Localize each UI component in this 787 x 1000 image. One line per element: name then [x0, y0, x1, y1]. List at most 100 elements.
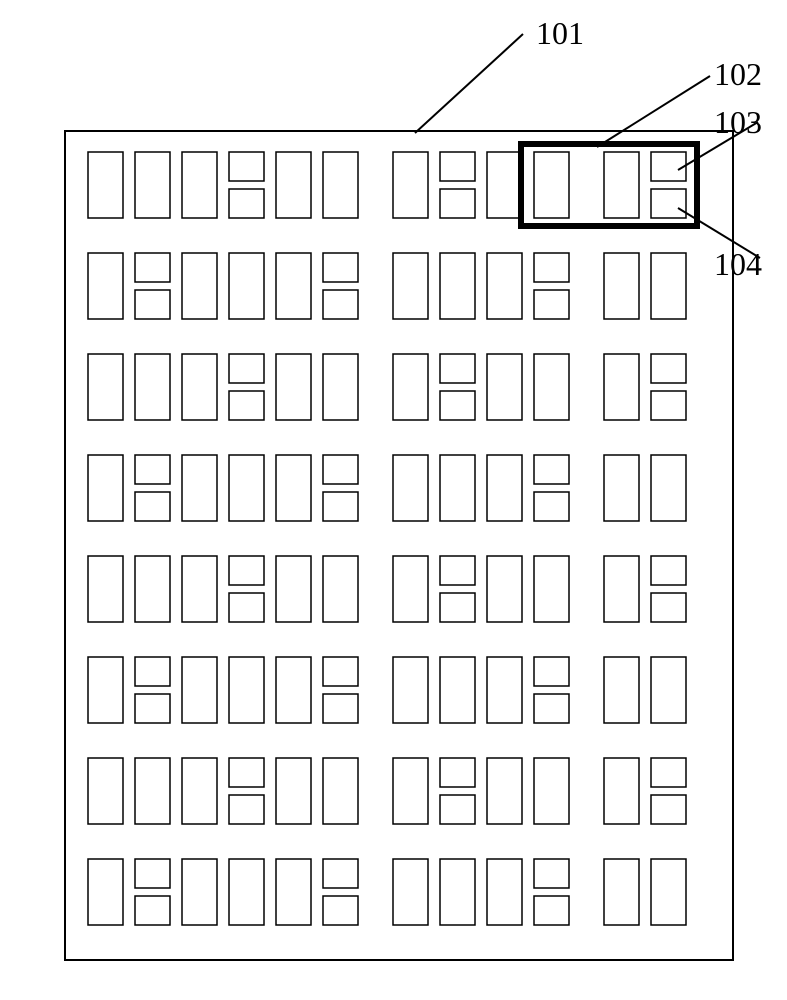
- cell-tall: [487, 354, 522, 420]
- cell-split-top: [229, 152, 264, 181]
- cell-tall: [651, 455, 686, 521]
- cell-split-bottom: [323, 492, 358, 521]
- cell-tall: [276, 455, 311, 521]
- cell-tall: [88, 152, 123, 218]
- cell-split-top: [534, 455, 569, 484]
- cell-split-top: [229, 556, 264, 585]
- cell-split-bottom: [534, 896, 569, 925]
- cell-split-bottom: [135, 290, 170, 319]
- cell-tall: [440, 657, 475, 723]
- cell-split-top: [323, 253, 358, 282]
- cell-tall: [276, 152, 311, 218]
- cell-tall: [534, 354, 569, 420]
- cell-split-top: [440, 556, 475, 585]
- cell-tall: [88, 657, 123, 723]
- cell-tall: [229, 657, 264, 723]
- technical-diagram: 101 102 103 104: [0, 0, 787, 1000]
- cell-tall: [604, 859, 639, 925]
- cell-split-bottom: [135, 694, 170, 723]
- cell-split-top: [440, 758, 475, 787]
- cell-tall: [604, 455, 639, 521]
- cell-split-top: [135, 859, 170, 888]
- cell-tall: [440, 455, 475, 521]
- cell-tall: [393, 758, 428, 824]
- cell-split-bottom: [323, 290, 358, 319]
- cell-split-top: [651, 556, 686, 585]
- cell-tall: [182, 152, 217, 218]
- cell-split-bottom: [135, 492, 170, 521]
- cell-tall: [88, 253, 123, 319]
- cell-tall: [393, 455, 428, 521]
- cell-tall: [393, 657, 428, 723]
- cell-tall: [487, 253, 522, 319]
- cell-tall: [651, 657, 686, 723]
- cell-tall: [276, 253, 311, 319]
- cell-split-top: [229, 354, 264, 383]
- cell-tall: [487, 859, 522, 925]
- cell-split-top: [135, 657, 170, 686]
- cell-split-bottom: [651, 795, 686, 824]
- cell-split-bottom: [229, 795, 264, 824]
- label-104: 104: [714, 246, 762, 282]
- cell-tall: [182, 758, 217, 824]
- cell-split-top: [135, 455, 170, 484]
- cell-tall: [651, 253, 686, 319]
- cell-tall: [88, 758, 123, 824]
- cell-split-bottom: [440, 795, 475, 824]
- cell-split-bottom: [651, 391, 686, 420]
- cell-split-top: [534, 859, 569, 888]
- cell-tall: [135, 556, 170, 622]
- cell-tall: [276, 657, 311, 723]
- cell-tall: [135, 758, 170, 824]
- cell-split-bottom: [229, 391, 264, 420]
- cell-split-bottom: [534, 694, 569, 723]
- cell-split-top: [651, 758, 686, 787]
- cell-split-top: [440, 152, 475, 181]
- cell-split-top: [229, 758, 264, 787]
- cell-tall: [604, 657, 639, 723]
- cell-split-top: [651, 152, 686, 181]
- cell-tall: [323, 152, 358, 218]
- cell-tall: [534, 152, 569, 218]
- cell-tall: [604, 556, 639, 622]
- cell-tall: [604, 354, 639, 420]
- cell-tall: [323, 354, 358, 420]
- cell-tall: [88, 556, 123, 622]
- leader-102: [597, 76, 710, 147]
- cell-tall: [135, 354, 170, 420]
- cell-split-top: [323, 859, 358, 888]
- cell-split-top: [440, 354, 475, 383]
- label-102: 102: [714, 56, 762, 92]
- cell-tall: [276, 354, 311, 420]
- cell-tall: [604, 152, 639, 218]
- cell-tall: [182, 354, 217, 420]
- cell-split-top: [534, 657, 569, 686]
- leader-101: [415, 34, 523, 133]
- cell-split-bottom: [323, 694, 358, 723]
- cell-tall: [276, 758, 311, 824]
- cell-tall: [534, 556, 569, 622]
- label-103: 103: [714, 104, 762, 140]
- cell-split-bottom: [651, 593, 686, 622]
- cell-tall: [182, 253, 217, 319]
- cell-tall: [487, 657, 522, 723]
- label-101: 101: [536, 15, 584, 51]
- cell-tall: [440, 859, 475, 925]
- cell-split-top: [323, 657, 358, 686]
- cell-split-bottom: [135, 896, 170, 925]
- cell-tall: [229, 455, 264, 521]
- cell-tall: [88, 455, 123, 521]
- cell-tall: [182, 657, 217, 723]
- cell-tall: [276, 556, 311, 622]
- cell-split-bottom: [440, 593, 475, 622]
- cell-tall: [487, 152, 522, 218]
- cell-tall: [323, 758, 358, 824]
- cell-tall: [393, 556, 428, 622]
- cell-split-top: [651, 354, 686, 383]
- cell-tall: [534, 758, 569, 824]
- cell-split-top: [135, 253, 170, 282]
- cell-split-bottom: [534, 290, 569, 319]
- cell-tall: [182, 556, 217, 622]
- cell-split-bottom: [229, 593, 264, 622]
- cell-split-bottom: [229, 189, 264, 218]
